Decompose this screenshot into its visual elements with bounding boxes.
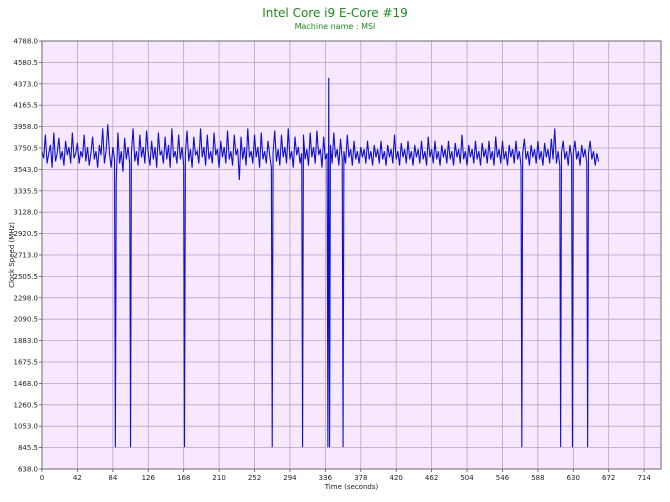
x-tick-label: 252 [248, 474, 261, 482]
x-tick-label: 336 [319, 474, 333, 482]
y-tick-label: 1883.0 [14, 337, 39, 345]
series-line-clock-speed [41, 77, 600, 448]
x-tick-label: 714 [637, 474, 651, 482]
y-tick-label: 4373.0 [14, 80, 39, 88]
y-tick-label: 3335.5 [14, 187, 39, 195]
y-tick-label: 4788.0 [14, 38, 39, 46]
x-tick-label: 168 [177, 474, 190, 482]
x-tick-label: 630 [567, 474, 580, 482]
x-axis-ticks: 0 42 84 126 168 210 252 294 336 378 420 462 504 546 58… [40, 469, 651, 482]
y-tick-label: 3128.0 [14, 209, 39, 217]
x-tick-label: 672 [602, 474, 615, 482]
y-tick-label: 2505.5 [14, 273, 39, 281]
y-tick-label: 3750.5 [14, 145, 39, 153]
x-tick-label: 294 [283, 474, 297, 482]
y-tick-label: 4165.5 [14, 102, 39, 110]
chart-subtitle: Machine name : MSI [294, 22, 376, 31]
y-tick-label: 2920.5 [14, 230, 39, 238]
y-tick-label: 2090.5 [14, 316, 39, 324]
chart-title: Intel Core i9 E-Core #19 [262, 6, 408, 20]
plot-border [41, 40, 662, 470]
y-tick-label: 1675.5 [14, 359, 39, 367]
y-tick-label: 1053.0 [14, 423, 39, 431]
y-tick-label: 3958.0 [14, 123, 39, 131]
y-tick-label: 1468.0 [14, 380, 39, 388]
y-tick-label: 2298.0 [14, 294, 39, 302]
x-tick-label: 0 [40, 474, 44, 482]
y-tick-label: 4580.5 [14, 59, 39, 67]
x-tick-label: 210 [212, 474, 225, 482]
x-tick-label: 126 [142, 474, 156, 482]
y-tick-label: 1260.5 [14, 401, 39, 409]
y-tick-label: 845.5 [18, 444, 38, 452]
x-tick-label: 504 [460, 474, 474, 482]
x-tick-label: 84 [108, 474, 117, 482]
y-axis-ticks: 638.0 845.5 1053.0 1260.5 1468.0 1675.5 1883.0… [14, 38, 42, 474]
x-axis-label: Time (seconds) [324, 483, 379, 491]
grid-lines [41, 40, 661, 470]
x-tick-label: 42 [73, 474, 82, 482]
x-tick-label: 378 [354, 474, 367, 482]
x-tick-label: 588 [531, 474, 544, 482]
y-tick-label: 638.0 [18, 466, 38, 474]
y-axis-label: Clock Speed (MHz) [8, 222, 16, 288]
x-tick-label: 462 [425, 474, 438, 482]
y-tick-label: 3543.0 [14, 166, 39, 174]
y-tick-label: 2713.0 [14, 252, 39, 260]
x-tick-label: 420 [390, 474, 403, 482]
x-tick-label: 546 [496, 474, 510, 482]
